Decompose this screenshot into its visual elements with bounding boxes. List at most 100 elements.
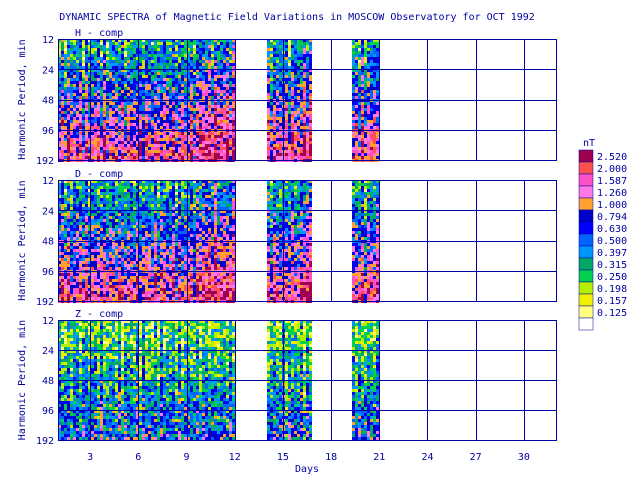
- spectrum-cell: [211, 141, 214, 144]
- spectrum-cell: [160, 264, 163, 267]
- spectrum-cell: [82, 42, 85, 45]
- spectrum-cell: [79, 135, 82, 138]
- spectrum-cell: [145, 111, 148, 114]
- spectrum-cell: [163, 279, 166, 282]
- spectrum-cell: [124, 150, 127, 153]
- spectrum-cell: [97, 228, 100, 231]
- spectrum-cell: [139, 93, 142, 96]
- spectrum-cell: [58, 180, 61, 183]
- spectrum-cell: [184, 93, 187, 96]
- spectrum-cell: [273, 96, 276, 99]
- spectrum-cell: [115, 192, 118, 195]
- spectrum-cell: [124, 42, 127, 45]
- spectrum-cell: [172, 93, 175, 96]
- spectrum-cell: [205, 123, 208, 126]
- spectrum-cell: [306, 150, 309, 153]
- spectrum-cell: [100, 156, 103, 159]
- spectrum-cell: [300, 108, 303, 111]
- spectrum-cell: [109, 204, 112, 207]
- spectrum-cell: [133, 234, 136, 237]
- spectrum-cell: [205, 105, 208, 108]
- spectrum-cell: [118, 234, 121, 237]
- spectrum-cell: [220, 117, 223, 120]
- spectrum-cell: [279, 105, 282, 108]
- spectrum-cell: [166, 78, 169, 81]
- spectrum-cell: [73, 120, 76, 123]
- spectrum-cell: [67, 42, 70, 45]
- spectrum-cell: [139, 282, 142, 285]
- spectrum-cell: [172, 156, 175, 159]
- spectrum-cell: [157, 144, 160, 147]
- spectrum-cell: [190, 93, 193, 96]
- spectrum-cell: [208, 45, 211, 48]
- spectrum-cell: [118, 75, 121, 78]
- spectrum-cell: [148, 90, 151, 93]
- spectrum-cell: [106, 189, 109, 192]
- spectrum-cell: [127, 192, 130, 195]
- spectrum-cell: [88, 39, 91, 42]
- spectrum-cell: [91, 141, 94, 144]
- spectrum-cell: [163, 273, 166, 276]
- spectrum-cell: [169, 219, 172, 222]
- spectrum-cell: [94, 63, 97, 66]
- spectrum-cell: [223, 78, 226, 81]
- spectrum-cell: [64, 213, 67, 216]
- spectrum-cell: [64, 111, 67, 114]
- spectrum-cell: [276, 39, 279, 42]
- spectrum-cell: [133, 252, 136, 255]
- spectrum-cell: [208, 54, 211, 57]
- spectrum-cell: [91, 87, 94, 90]
- spectrum-cell: [61, 75, 64, 78]
- spectrum-cell: [169, 153, 172, 156]
- spectrum-cell: [133, 186, 136, 189]
- spectrum-cell: [267, 69, 270, 72]
- spectrum-cell: [309, 147, 312, 150]
- spectrum-cell: [361, 156, 364, 159]
- spectrum-cell: [175, 135, 178, 138]
- spectrum-cell: [169, 273, 172, 276]
- spectrum-cell: [211, 150, 214, 153]
- spectrum-cell: [58, 246, 61, 249]
- spectrum-cell: [184, 60, 187, 63]
- spectrum-cell: [133, 54, 136, 57]
- spectrum-cell: [157, 210, 160, 213]
- spectrum-cell: [76, 183, 79, 186]
- spectrum-cell: [127, 117, 130, 120]
- spectrum-cell: [151, 45, 154, 48]
- spectrum-cell: [106, 81, 109, 84]
- spectrum-cell: [61, 63, 64, 66]
- spectrum-cell: [106, 243, 109, 246]
- spectrum-cell: [136, 51, 139, 54]
- spectrum-cell: [145, 105, 148, 108]
- spectrum-cell: [115, 42, 118, 45]
- spectrum-cell: [367, 150, 370, 153]
- spectrum-cell: [163, 84, 166, 87]
- spectrum-cell: [64, 60, 67, 63]
- spectrum-cell: [273, 54, 276, 57]
- spectrum-cell: [205, 144, 208, 147]
- spectrum-cell: [139, 264, 142, 267]
- spectrum-cell: [367, 111, 370, 114]
- spectrum-cell: [196, 81, 199, 84]
- spectrum-cell: [178, 72, 181, 75]
- spectrum-cell: [166, 81, 169, 84]
- spectrum-cell: [148, 285, 151, 288]
- spectrum-cell: [220, 108, 223, 111]
- spectrum-cell: [124, 141, 127, 144]
- spectrum-cell: [376, 78, 379, 81]
- spectrum-cell: [169, 45, 172, 48]
- spectrum-cell: [285, 132, 288, 135]
- spectrum-cell: [73, 114, 76, 117]
- spectrum-cell: [73, 45, 76, 48]
- spectrum-cell: [127, 60, 130, 63]
- spectrum-cell: [127, 243, 130, 246]
- spectrum-cell: [64, 297, 67, 300]
- spectrum-cell: [226, 60, 229, 63]
- spectrum-cell: [297, 69, 300, 72]
- spectrum-cell: [199, 147, 202, 150]
- spectrum-cell: [88, 117, 91, 120]
- spectrum-cell: [139, 123, 142, 126]
- spectrum-cell: [291, 42, 294, 45]
- spectrum-cell: [79, 192, 82, 195]
- spectrum-cell: [163, 219, 166, 222]
